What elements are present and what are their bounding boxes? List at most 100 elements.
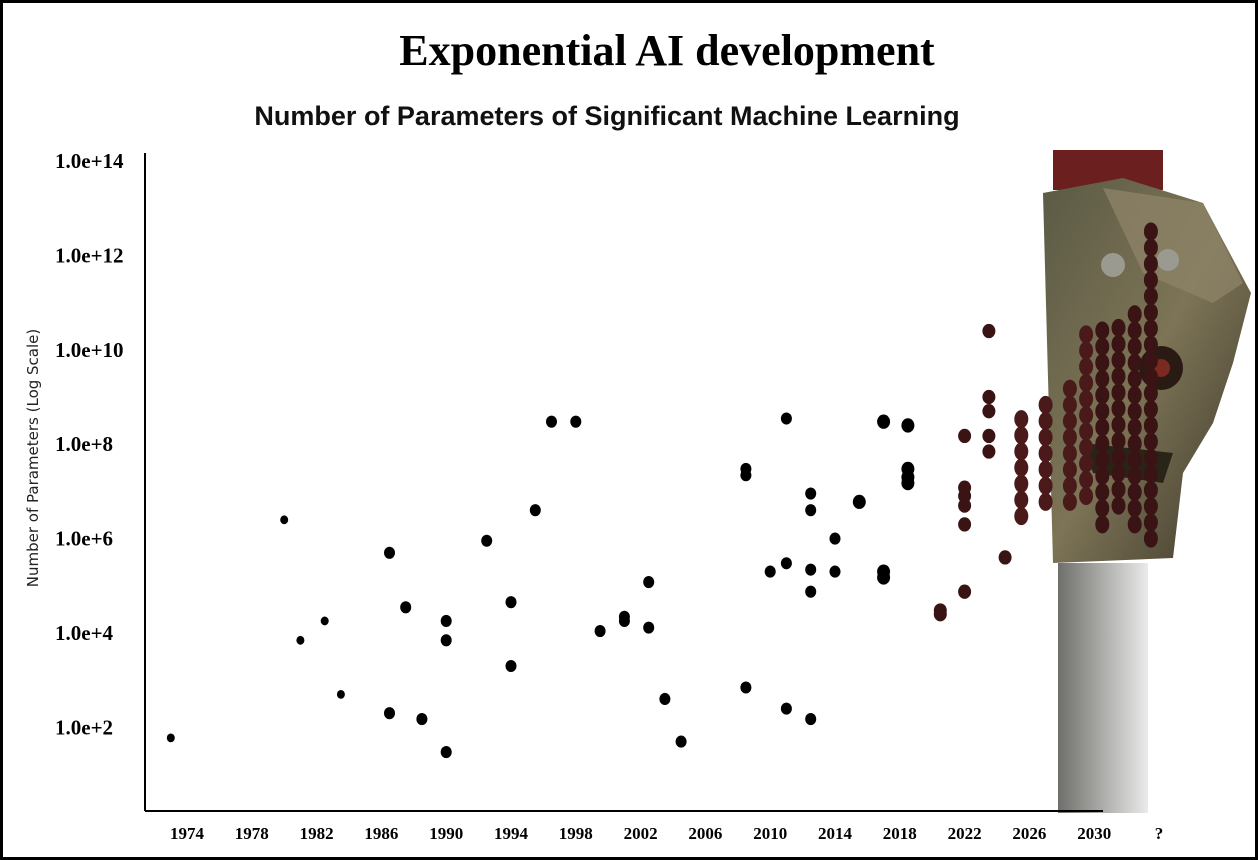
main-title: Exponential AI development — [399, 26, 935, 75]
data-point — [618, 614, 630, 628]
data-point — [780, 412, 792, 425]
data-point — [1127, 515, 1142, 534]
data-point — [659, 692, 671, 706]
data-point — [1143, 254, 1158, 273]
data-point — [1038, 460, 1053, 479]
data-point — [805, 487, 817, 500]
data-point — [805, 713, 817, 726]
data-point — [764, 565, 776, 578]
data-point — [1079, 373, 1094, 392]
data-point — [901, 475, 915, 491]
data-point — [958, 517, 972, 532]
data-point — [440, 614, 452, 628]
y-tick-label: 1.0e+4 — [55, 621, 114, 645]
data-point — [643, 621, 655, 634]
data-point — [1111, 464, 1126, 483]
data-point — [546, 415, 557, 428]
data-point — [1127, 483, 1142, 502]
data-point — [1014, 490, 1029, 509]
data-point — [805, 504, 817, 517]
data-point — [1062, 395, 1077, 414]
x-tick-label: 1978 — [235, 824, 269, 843]
data-point — [805, 563, 817, 576]
data-point — [1127, 434, 1142, 453]
data-point — [1127, 386, 1142, 405]
y-tick-label: 1.0e+8 — [55, 432, 113, 456]
data-point — [1095, 353, 1110, 372]
data-point — [1014, 474, 1029, 493]
data-point — [958, 584, 972, 599]
data-point — [1038, 476, 1053, 495]
data-point — [336, 690, 345, 699]
data-point — [1111, 415, 1126, 434]
data-point — [1095, 499, 1110, 518]
x-tick-label: 2002 — [624, 824, 658, 843]
chart-title: Number of Parameters of Significant Mach… — [254, 101, 960, 131]
x-tick-label: 2018 — [883, 824, 917, 843]
data-point — [852, 494, 866, 510]
data-point — [529, 504, 541, 517]
data-point — [296, 635, 305, 645]
data-point — [1143, 513, 1158, 532]
data-point — [982, 389, 996, 405]
data-point — [1095, 369, 1110, 388]
data-point — [1127, 499, 1142, 518]
data-point — [1111, 431, 1126, 450]
data-point — [1038, 428, 1053, 447]
data-point — [1062, 460, 1077, 479]
data-point — [1062, 428, 1077, 447]
data-point — [1014, 507, 1029, 526]
data-point — [1014, 458, 1029, 477]
x-tick-label: 2022 — [948, 824, 982, 843]
data-point — [1014, 442, 1029, 461]
data-point — [1079, 438, 1094, 457]
data-point — [1079, 390, 1094, 409]
data-point — [1143, 351, 1158, 370]
data-point — [1127, 418, 1142, 437]
y-tick-label: 1.0e+14 — [55, 149, 124, 173]
data-point — [1111, 448, 1126, 467]
data-point — [958, 428, 972, 444]
data-point — [1143, 400, 1158, 419]
data-point — [1062, 444, 1077, 463]
data-point — [901, 418, 915, 433]
data-point — [1079, 470, 1094, 489]
data-point — [829, 565, 841, 578]
x-tick-label: 1998 — [559, 824, 593, 843]
data-point — [1143, 464, 1158, 483]
data-point — [1095, 321, 1110, 340]
data-point — [805, 585, 817, 598]
data-point — [740, 469, 752, 482]
scatter-plot: 1.0e+14 1.0e+12 1.0e+10 1.0e+8 1.0e+6 1.0e+4 1… — [55, 149, 1251, 843]
data-point — [1127, 450, 1142, 469]
x-tick-label: 2006 — [688, 824, 722, 843]
data-point — [1062, 476, 1077, 495]
data-point — [1062, 412, 1077, 431]
data-point — [982, 428, 996, 444]
x-tick-label: ? — [1155, 824, 1164, 843]
data-point — [384, 546, 395, 559]
data-point — [1143, 303, 1158, 322]
data-point — [1038, 492, 1053, 511]
data-point — [1127, 305, 1142, 324]
data-point — [1143, 432, 1158, 451]
data-point — [1111, 351, 1126, 370]
data-point — [1079, 341, 1094, 360]
data-point — [1095, 418, 1110, 437]
data-point — [1038, 412, 1053, 431]
data-point — [1079, 486, 1094, 505]
data-point — [780, 557, 792, 570]
data-point — [982, 444, 996, 459]
data-point — [982, 323, 996, 339]
data-point — [440, 746, 452, 759]
data-point — [1079, 325, 1094, 344]
data-point — [998, 550, 1012, 565]
data-point — [877, 570, 891, 585]
data-point — [1143, 481, 1158, 500]
data-point — [1111, 399, 1126, 418]
data-point — [1143, 335, 1158, 354]
data-point — [1014, 426, 1029, 445]
data-point — [1095, 483, 1110, 502]
data-point — [780, 702, 792, 715]
